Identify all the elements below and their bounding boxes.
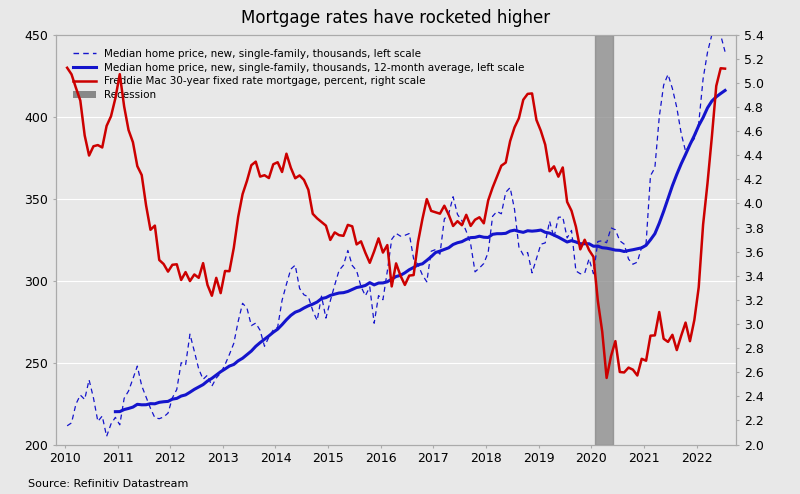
Legend: Median home price, new, single-family, thousands, left scale, Median home price,: Median home price, new, single-family, t… [68,44,530,105]
Title: Mortgage rates have rocketed higher: Mortgage rates have rocketed higher [242,9,550,28]
Text: Source: Refinitiv Datastream: Source: Refinitiv Datastream [28,479,188,489]
Bar [595,35,614,445]
